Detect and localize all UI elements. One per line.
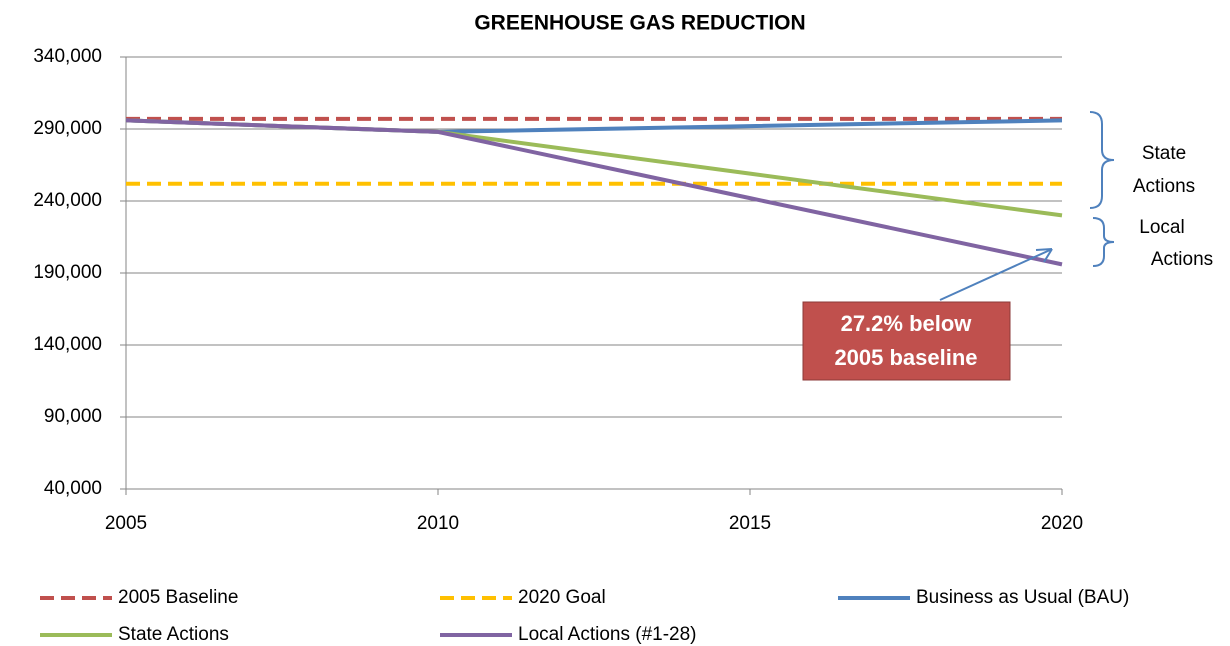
series-line — [125, 118, 1063, 267]
annotation: Local — [1139, 217, 1184, 238]
x-tick-label: 2010 — [417, 513, 459, 534]
annotation: 27.2% below — [841, 311, 973, 336]
legend-label: 2020 Goal — [518, 587, 606, 608]
y-tick-label: 90,000 — [44, 406, 102, 427]
x-tick-label: 2005 — [105, 513, 147, 534]
arrow-head — [1035, 248, 1053, 263]
annotation-box — [802, 301, 1011, 381]
annotation: Actions — [1133, 176, 1195, 197]
legend-label: Business as Usual (BAU) — [916, 587, 1129, 608]
legend-label: 2005 Baseline — [118, 587, 238, 608]
brace — [1092, 217, 1115, 267]
y-tick-label: 290,000 — [33, 118, 102, 139]
arrow — [939, 249, 1051, 301]
annotation: State — [1142, 143, 1186, 164]
annotation: 2005 baseline — [834, 345, 977, 370]
x-tick-label: 2015 — [729, 513, 771, 534]
x-tick-label: 2020 — [1041, 513, 1083, 534]
plot-area: 40,000 90,000 140,000 190,000 240,000 290,000… — [33, 46, 1083, 534]
annotation: Actions — [1151, 249, 1213, 270]
y-tick-label: 340,000 — [33, 46, 102, 67]
y-tick-label: 240,000 — [33, 190, 102, 211]
y-tick-label: 140,000 — [33, 334, 102, 355]
brace — [1089, 111, 1115, 209]
chart-title: GREENHOUSE GAS REDUCTION — [474, 12, 805, 35]
y-tick-label: 40,000 — [44, 478, 102, 499]
legend-label: State Actions — [118, 624, 229, 645]
y-tick-label: 190,000 — [33, 262, 102, 283]
legend-label: Local Actions (#1-28) — [518, 624, 697, 645]
